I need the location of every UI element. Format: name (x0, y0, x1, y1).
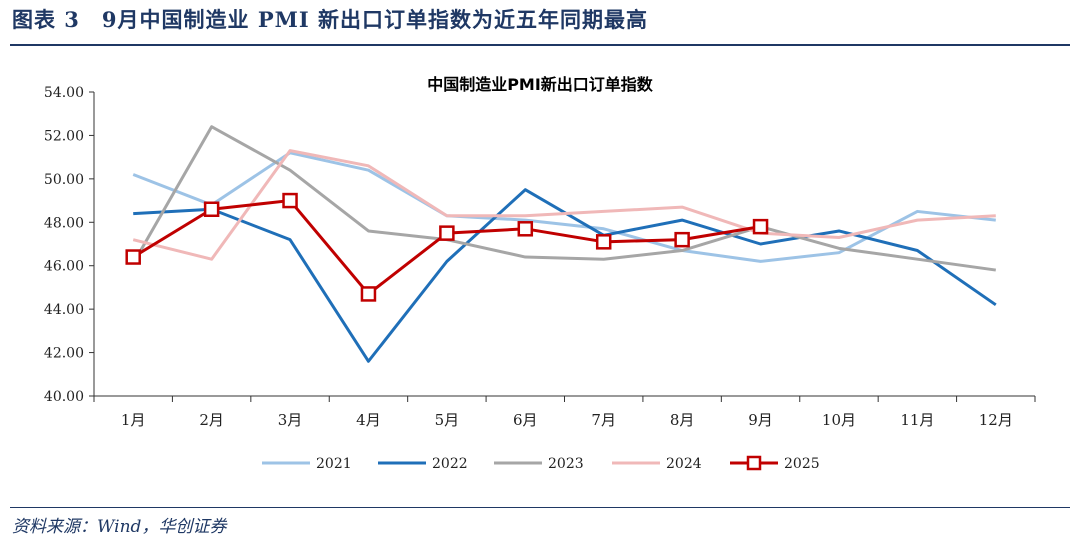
data-point-2025 (439, 225, 455, 241)
series-line-2022 (133, 188, 997, 363)
figure-title: 图表 3 9月中国制造业 PMI 新出口订单指数为近五年同期最高 (12, 7, 649, 32)
legend-label-2024: 2024 (666, 456, 702, 472)
data-point-2025 (360, 286, 377, 302)
x-tick-label: 11月 (900, 411, 934, 429)
y-tick-label: 50.00 (44, 172, 84, 188)
series-line-2021 (132, 151, 996, 263)
y-tick-label: 54.00 (44, 85, 84, 101)
legend-marker-2025 (746, 455, 762, 471)
source-note: 资料来源：Wind，华创证券 (12, 517, 227, 537)
chart-title: 中国制造业PMI新出口订单指数 (427, 75, 654, 94)
data-point-2025 (674, 231, 690, 248)
y-tick-label: 52.00 (44, 128, 84, 144)
data-point-2025 (752, 218, 769, 235)
x-tick-label: 10月 (822, 411, 856, 429)
x-tick-label: 3月 (278, 411, 303, 429)
y-tick-label: 42.00 (44, 346, 84, 362)
x-tick-label: 12月 (979, 411, 1013, 429)
header-rule (10, 44, 1070, 46)
data-point-2025 (517, 221, 534, 237)
y-tick-label: 40.00 (44, 389, 84, 405)
x-tick-label: 5月 (435, 411, 460, 429)
legend-label-2021: 2021 (316, 456, 352, 472)
data-point-2025 (595, 234, 612, 250)
x-tick-label: 9月 (748, 411, 773, 429)
series-line-2023 (131, 125, 996, 272)
x-tick-label: 8月 (670, 411, 695, 429)
legend-label-2022: 2022 (432, 456, 468, 472)
x-tick-label: 4月 (356, 411, 381, 429)
legend-label-2023: 2023 (548, 456, 584, 472)
x-tick-label: 6月 (513, 411, 538, 429)
x-tick-label: 7月 (591, 411, 616, 429)
data-point-2025 (203, 201, 220, 218)
data-point-2025 (125, 249, 141, 265)
y-tick-label: 46.00 (44, 259, 84, 275)
y-tick-label: 48.00 (44, 215, 84, 231)
series-line-2024 (132, 149, 996, 261)
x-tick-label: 1月 (121, 411, 146, 429)
data-point-2025 (282, 192, 298, 209)
legend-label-2025: 2025 (784, 456, 820, 472)
footer-rule (10, 507, 1070, 508)
y-tick-label: 44.00 (44, 302, 84, 318)
x-tick-label: 2月 (199, 411, 224, 429)
